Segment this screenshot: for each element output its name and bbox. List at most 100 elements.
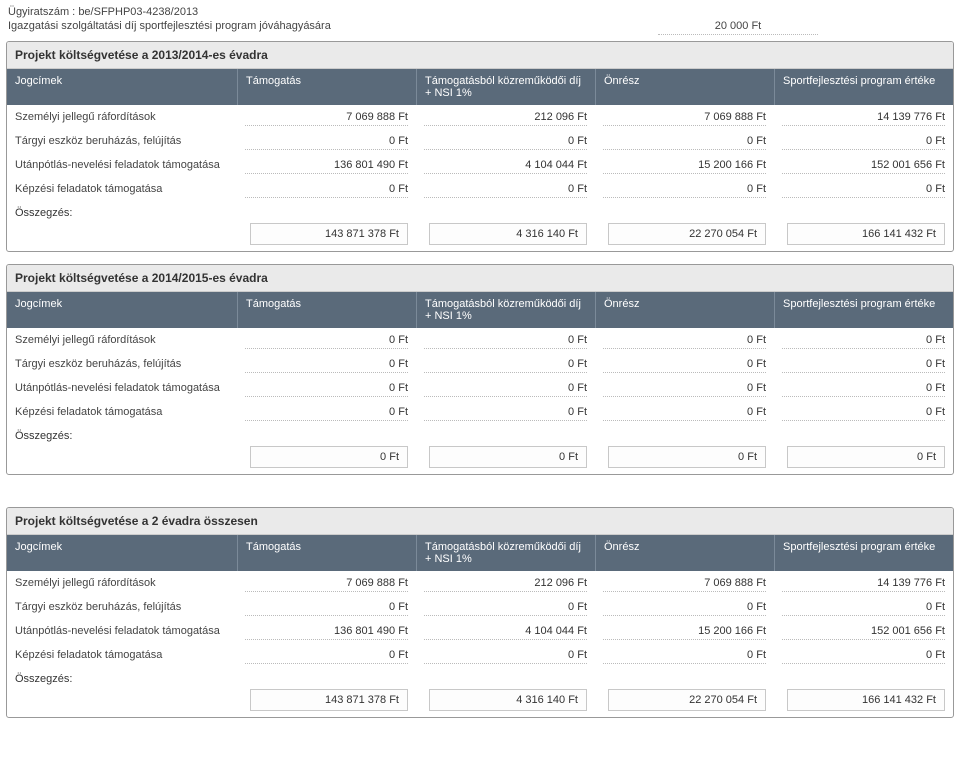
cell: 0 Ft bbox=[774, 400, 953, 424]
cell: 0 Ft bbox=[237, 595, 416, 619]
table-row: Utánpótlás-nevelési feladatok támogatása… bbox=[7, 376, 953, 400]
cell: 7 069 888 Ft bbox=[237, 105, 416, 129]
sum-spacer bbox=[7, 219, 237, 251]
cell: 15 200 166 Ft bbox=[595, 619, 774, 643]
row-label: Képzési feladatok támogatása bbox=[7, 177, 237, 201]
case-number-line: Ügyiratszám : be/SFPHP03-4238/2013 bbox=[8, 6, 954, 18]
table-row: Személyi jellegű ráfordítások 7 069 888 … bbox=[7, 571, 953, 595]
sum-cell: 0 Ft bbox=[595, 442, 774, 474]
col-header-program-ertek: Sportfejlesztési program értéke bbox=[774, 292, 953, 328]
col-header-kozremukodoi: Támogatásból közreműködői díj + NSI 1% bbox=[416, 69, 595, 105]
row-label: Tárgyi eszköz beruházás, felújítás bbox=[7, 352, 237, 376]
sum-cell: 22 270 054 Ft bbox=[595, 219, 774, 251]
sum-label: Összegzés: bbox=[7, 424, 953, 442]
cell: 152 001 656 Ft bbox=[774, 153, 953, 177]
cell: 0 Ft bbox=[774, 352, 953, 376]
sum-cell: 166 141 432 Ft bbox=[774, 219, 953, 251]
sum-cell: 143 871 378 Ft bbox=[237, 685, 416, 717]
cell: 7 069 888 Ft bbox=[237, 571, 416, 595]
cell: 0 Ft bbox=[595, 177, 774, 201]
sum-cell: 166 141 432 Ft bbox=[774, 685, 953, 717]
row-label: Személyi jellegű ráfordítások bbox=[7, 571, 237, 595]
table-row: Utánpótlás-nevelési feladatok támogatása… bbox=[7, 153, 953, 177]
table-row: Tárgyi eszköz beruházás, felújítás 0 Ft … bbox=[7, 129, 953, 153]
budget-section-total: Projekt költségvetése a 2 évadra összese… bbox=[6, 507, 954, 718]
cell: 0 Ft bbox=[595, 129, 774, 153]
row-label: Tárgyi eszköz beruházás, felújítás bbox=[7, 129, 237, 153]
col-header-onresz: Önrész bbox=[595, 535, 774, 571]
row-label: Képzési feladatok támogatása bbox=[7, 643, 237, 667]
row-label: Utánpótlás-nevelési feladatok támogatása bbox=[7, 153, 237, 177]
row-label: Személyi jellegű ráfordítások bbox=[7, 105, 237, 129]
cell: 4 104 044 Ft bbox=[416, 153, 595, 177]
cell: 0 Ft bbox=[416, 595, 595, 619]
row-label: Utánpótlás-nevelési feladatok támogatása bbox=[7, 619, 237, 643]
col-header-program-ertek: Sportfejlesztési program értéke bbox=[774, 69, 953, 105]
row-label: Utánpótlás-nevelési feladatok támogatása bbox=[7, 376, 237, 400]
table-row: Tárgyi eszköz beruházás, felújítás 0 Ft … bbox=[7, 595, 953, 619]
fee-label: Igazgatási szolgáltatási díj sportfejles… bbox=[8, 20, 658, 32]
table-row: Személyi jellegű ráfordítások 7 069 888 … bbox=[7, 105, 953, 129]
col-header-kozremukodoi: Támogatásból közreműködői díj + NSI 1% bbox=[416, 535, 595, 571]
cell: 0 Ft bbox=[595, 643, 774, 667]
cell: 15 200 166 Ft bbox=[595, 153, 774, 177]
cell: 0 Ft bbox=[774, 376, 953, 400]
cell: 212 096 Ft bbox=[416, 105, 595, 129]
cell: 0 Ft bbox=[416, 400, 595, 424]
row-label: Képzési feladatok támogatása bbox=[7, 400, 237, 424]
cell: 152 001 656 Ft bbox=[774, 619, 953, 643]
cell: 0 Ft bbox=[595, 352, 774, 376]
cell: 0 Ft bbox=[237, 177, 416, 201]
table-row: Képzési feladatok támogatása 0 Ft 0 Ft 0… bbox=[7, 400, 953, 424]
cell: 0 Ft bbox=[774, 328, 953, 352]
cell: 0 Ft bbox=[416, 352, 595, 376]
sum-row: 0 Ft 0 Ft 0 Ft 0 Ft bbox=[7, 442, 953, 474]
sum-label: Összegzés: bbox=[7, 667, 953, 685]
sum-spacer bbox=[7, 685, 237, 717]
cell: 7 069 888 Ft bbox=[595, 571, 774, 595]
cell: 0 Ft bbox=[595, 328, 774, 352]
cell: 0 Ft bbox=[416, 129, 595, 153]
cell: 0 Ft bbox=[237, 129, 416, 153]
cell: 14 139 776 Ft bbox=[774, 105, 953, 129]
cell: 0 Ft bbox=[237, 352, 416, 376]
cell: 0 Ft bbox=[595, 595, 774, 619]
cell: 14 139 776 Ft bbox=[774, 571, 953, 595]
sum-cell: 143 871 378 Ft bbox=[237, 219, 416, 251]
col-header-tamogatas: Támogatás bbox=[237, 292, 416, 328]
cell: 0 Ft bbox=[237, 376, 416, 400]
fee-value: 20 000 Ft bbox=[658, 20, 818, 35]
sum-cell: 4 316 140 Ft bbox=[416, 219, 595, 251]
sum-row: 143 871 378 Ft 4 316 140 Ft 22 270 054 F… bbox=[7, 219, 953, 251]
col-header-jogcimek: Jogcímek bbox=[7, 292, 237, 328]
row-label: Tárgyi eszköz beruházás, felújítás bbox=[7, 595, 237, 619]
budget-section-2014-2015: Projekt költségvetése a 2014/2015-es éva… bbox=[6, 264, 954, 475]
col-header-tamogatas: Támogatás bbox=[237, 69, 416, 105]
col-header-kozremukodoi: Támogatásból közreműködői díj + NSI 1% bbox=[416, 292, 595, 328]
col-header-program-ertek: Sportfejlesztési program értéke bbox=[774, 535, 953, 571]
cell: 0 Ft bbox=[237, 328, 416, 352]
cell: 0 Ft bbox=[774, 595, 953, 619]
sum-cell: 0 Ft bbox=[237, 442, 416, 474]
cell: 0 Ft bbox=[774, 129, 953, 153]
cell: 0 Ft bbox=[774, 643, 953, 667]
sum-cell: 4 316 140 Ft bbox=[416, 685, 595, 717]
cell: 0 Ft bbox=[774, 177, 953, 201]
table-row: Személyi jellegű ráfordítások 0 Ft 0 Ft … bbox=[7, 328, 953, 352]
section-title: Projekt költségvetése a 2 évadra összese… bbox=[7, 508, 953, 535]
table-row: Képzési feladatok támogatása 0 Ft 0 Ft 0… bbox=[7, 643, 953, 667]
table-header: Jogcímek Támogatás Támogatásból közreműk… bbox=[7, 292, 953, 328]
row-label: Személyi jellegű ráfordítások bbox=[7, 328, 237, 352]
cell: 136 801 490 Ft bbox=[237, 153, 416, 177]
cell: 0 Ft bbox=[416, 328, 595, 352]
table-header: Jogcímek Támogatás Támogatásból közreműk… bbox=[7, 69, 953, 105]
cell: 0 Ft bbox=[416, 376, 595, 400]
col-header-tamogatas: Támogatás bbox=[237, 535, 416, 571]
cell: 136 801 490 Ft bbox=[237, 619, 416, 643]
col-header-onresz: Önrész bbox=[595, 69, 774, 105]
cell: 0 Ft bbox=[416, 643, 595, 667]
sum-cell: 22 270 054 Ft bbox=[595, 685, 774, 717]
sum-row: 143 871 378 Ft 4 316 140 Ft 22 270 054 F… bbox=[7, 685, 953, 717]
cell: 212 096 Ft bbox=[416, 571, 595, 595]
section-title: Projekt költségvetése a 2013/2014-es éva… bbox=[7, 42, 953, 69]
